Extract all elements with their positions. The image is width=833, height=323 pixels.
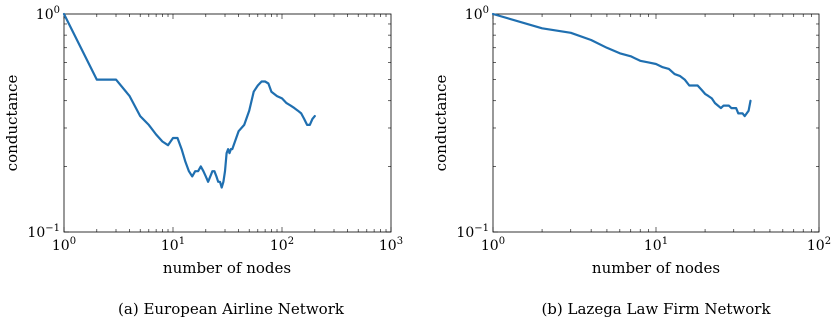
x-tick-labels-b: 100 101 102 xyxy=(481,236,831,254)
ticks-b xyxy=(492,14,820,233)
x-axis-label-b: number of nodes xyxy=(592,259,720,277)
series-line-a xyxy=(62,12,316,189)
y-axis-label-b: conductance xyxy=(432,75,450,172)
y-axis-label-a: conductance xyxy=(3,75,21,172)
x-tick-label: 102 xyxy=(270,236,294,254)
ticks-a xyxy=(63,14,392,233)
x-tick-label: 102 xyxy=(807,236,831,254)
x-tick-labels-a: 100 101 102 103 xyxy=(52,236,403,254)
x-tick-label: 101 xyxy=(644,236,668,254)
x-tick-label: 100 xyxy=(52,236,76,254)
series-line-b xyxy=(491,12,752,118)
x-tick-label: 103 xyxy=(379,236,403,254)
caption-b: (b) Lazega Law Firm Network xyxy=(541,300,771,318)
x-tick-label: 101 xyxy=(161,236,185,254)
x-tick-label: 100 xyxy=(481,236,505,254)
plot-frame-b xyxy=(492,13,820,233)
y-tick-label: 10−1 xyxy=(27,223,60,241)
y-tick-labels-a: 10−1 100 xyxy=(27,5,60,241)
y-tick-label: 10−1 xyxy=(456,223,489,241)
plot-frame-a xyxy=(63,13,392,233)
caption-a: (a) European Airline Network xyxy=(118,300,345,318)
y-tick-label: 100 xyxy=(465,5,489,23)
x-axis-label-a: number of nodes xyxy=(163,259,291,277)
y-tick-label: 100 xyxy=(36,5,60,23)
y-tick-labels-b: 10−1 100 xyxy=(456,5,489,241)
